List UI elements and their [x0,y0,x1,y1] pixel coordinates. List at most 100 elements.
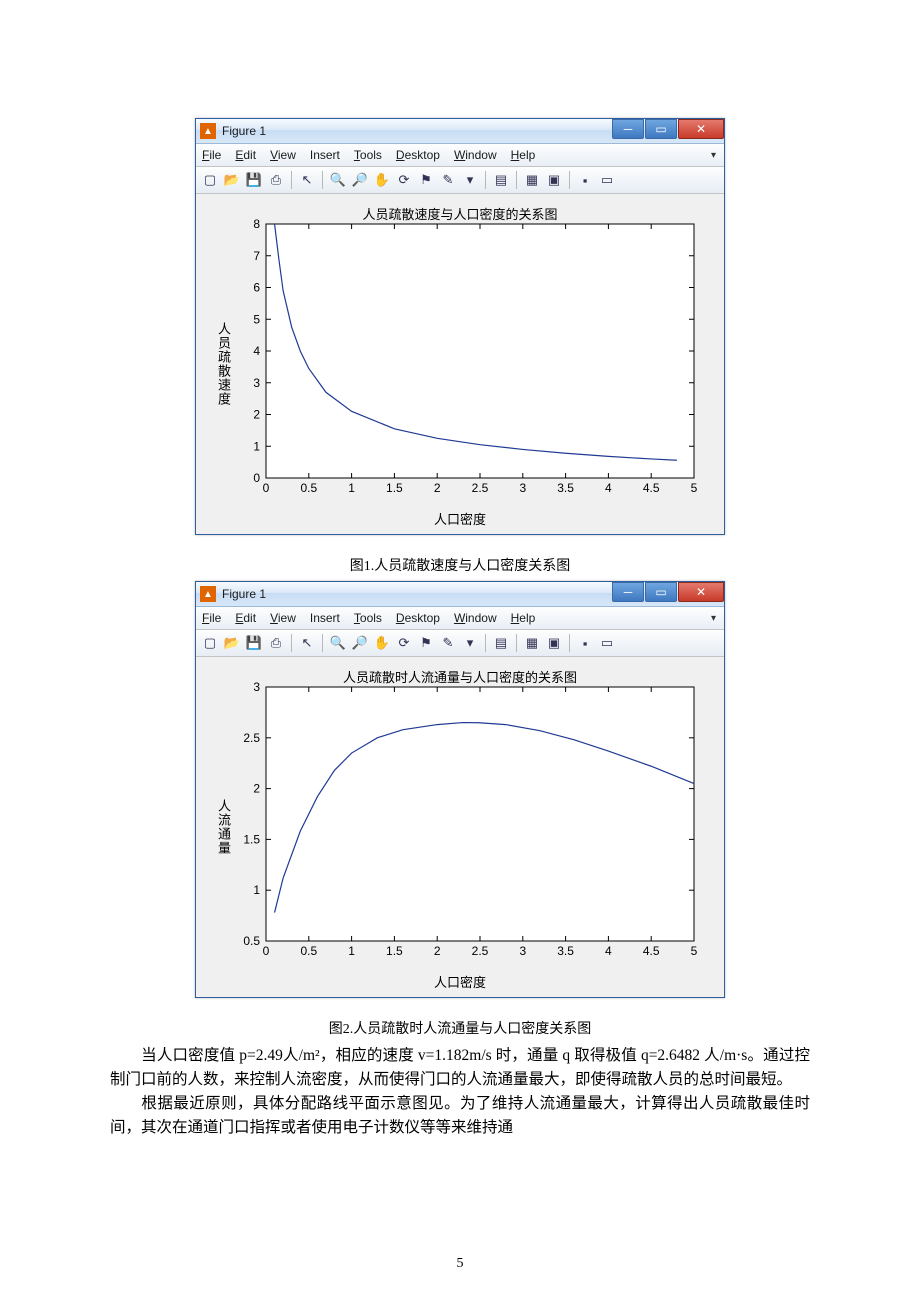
menu-tools[interactable]: Tools [354,611,382,625]
menu-edit[interactable]: Edit [235,611,256,625]
zoom-in-icon[interactable]: 🔍 [328,170,348,190]
rotate-icon[interactable]: ⟳ [394,633,414,653]
menu-edit[interactable]: Edit [235,148,256,162]
svg-text:1: 1 [253,883,260,897]
data-cursor-icon[interactable]: ⚑ [416,170,436,190]
menu-view[interactable]: View [270,611,296,625]
chart-axes: 00.511.522.533.544.550.511.522.53 [208,667,712,973]
titlebar: ▲ Figure 1 ─ ▭ ✕ [196,119,724,144]
toolbar-separator [485,171,486,189]
toolbar-separator [516,171,517,189]
zoom-out-icon[interactable]: 🔎 [350,633,370,653]
colorbar-icon[interactable]: ▤ [491,633,511,653]
chart-title: 人员疏散时人流通量与人口密度的关系图 [208,667,712,686]
menu-help[interactable]: Help [511,148,536,162]
insert-legend-icon[interactable]: ▦ [522,633,542,653]
figure-caption-1: 图1.人员疏散速度与人口密度关系图 [350,555,571,575]
save-icon[interactable]: 💾 [244,633,264,653]
menu-insert[interactable]: Insert [310,611,340,625]
rotate-icon[interactable]: ⟳ [394,170,414,190]
svg-text:2: 2 [434,944,441,958]
svg-text:0: 0 [263,944,270,958]
menu-file[interactable]: File [202,148,221,162]
hide-plot-icon[interactable]: ▪ [575,633,595,653]
maximize-button[interactable]: ▭ [645,582,677,602]
close-button[interactable]: ✕ [678,119,724,139]
body-text: 根据最近原则，具体分配路线平面示意图见。为了维持人流通量最大，计算得出人员疏散最… [110,1095,810,1136]
toolbar-separator [322,634,323,652]
open-icon[interactable]: 📂 [222,170,242,190]
menu-chevron-icon[interactable]: ▾ [711,150,718,161]
open-icon[interactable]: 📂 [222,633,242,653]
svg-text:1.5: 1.5 [243,832,260,846]
insert-axes-icon[interactable]: ▣ [544,170,564,190]
menu-file[interactable]: File [202,611,221,625]
menu-help[interactable]: Help [511,611,536,625]
svg-text:4: 4 [605,481,612,495]
menu-insert[interactable]: Insert [310,148,340,162]
svg-text:4.5: 4.5 [643,481,660,495]
plot-area: 人员疏散时人流通量与人口密度的关系图 人流通量 00.511.522.533.5… [196,657,724,997]
cursor-icon[interactable]: ↖ [297,170,317,190]
brush-icon[interactable]: ✎ [438,633,458,653]
svg-text:3: 3 [519,481,526,495]
menu-tools[interactable]: Tools [354,148,382,162]
toolbar-separator [291,171,292,189]
svg-text:1: 1 [348,481,355,495]
menu-view[interactable]: View [270,148,296,162]
body-paragraph-1: 当人口密度值 p=2.49人/m²，相应的速度 v=1.182m/s 时，通量 … [110,1044,810,1092]
svg-text:2.5: 2.5 [472,944,489,958]
save-icon[interactable]: 💾 [244,170,264,190]
pan-icon[interactable]: ✋ [372,633,392,653]
minimize-button[interactable]: ─ [612,119,644,139]
page-number: 5 [0,1256,920,1272]
dock-icon[interactable]: ▭ [597,170,617,190]
svg-text:0: 0 [263,481,270,495]
y-axis-label: 人员疏散速度 [214,322,233,406]
close-button[interactable]: ✕ [678,582,724,602]
svg-text:4: 4 [253,344,260,358]
svg-text:2.5: 2.5 [472,481,489,495]
menu-window[interactable]: Window [454,611,497,625]
menu-desktop[interactable]: Desktop [396,148,440,162]
y-axis-label: 人流通量 [214,799,233,855]
colorbar-icon[interactable]: ▤ [491,170,511,190]
minimize-button[interactable]: ─ [612,582,644,602]
menu-chevron-icon[interactable]: ▾ [711,613,718,624]
svg-text:1.5: 1.5 [386,944,403,958]
svg-text:2.5: 2.5 [243,731,260,745]
print-icon[interactable]: ⎙ [266,170,286,190]
svg-text:0.5: 0.5 [243,934,260,948]
cursor-icon[interactable]: ↖ [297,633,317,653]
new-icon[interactable]: ▢ [200,170,220,190]
svg-text:7: 7 [253,249,260,263]
toolbar-separator [569,634,570,652]
zoom-in-icon[interactable]: 🔍 [328,633,348,653]
toolbar: ▢📂💾⎙ ↖ 🔍🔎✋⟳⚑✎▾ ▤ ▦▣ ▪▭ [196,167,724,194]
svg-text:2: 2 [253,782,260,796]
matlab-figure-window-1: ▲ Figure 1 ─ ▭ ✕ File Edit View Insert Tools… [195,118,725,535]
chart-title: 人员疏散速度与人口密度的关系图 [208,204,712,223]
zoom-out-icon[interactable]: 🔎 [350,170,370,190]
maximize-button[interactable]: ▭ [645,119,677,139]
toolbar-separator [322,171,323,189]
link-icon[interactable]: ▾ [460,170,480,190]
data-cursor-icon[interactable]: ⚑ [416,633,436,653]
svg-text:3: 3 [253,376,260,390]
link-icon[interactable]: ▾ [460,633,480,653]
dock-icon[interactable]: ▭ [597,633,617,653]
insert-axes-icon[interactable]: ▣ [544,633,564,653]
menu-desktop[interactable]: Desktop [396,611,440,625]
menubar: File Edit View Insert Tools Desktop Window Help… [196,144,724,167]
svg-text:3.5: 3.5 [557,944,574,958]
new-icon[interactable]: ▢ [200,633,220,653]
pan-icon[interactable]: ✋ [372,170,392,190]
insert-legend-icon[interactable]: ▦ [522,170,542,190]
print-icon[interactable]: ⎙ [266,633,286,653]
brush-icon[interactable]: ✎ [438,170,458,190]
menubar: File Edit View Insert Tools Desktop Window Help… [196,607,724,630]
menu-window[interactable]: Window [454,148,497,162]
body-paragraph-2: 根据最近原则，具体分配路线平面示意图见。为了维持人流通量最大，计算得出人员疏散最… [110,1092,810,1140]
svg-text:2: 2 [434,481,441,495]
hide-plot-icon[interactable]: ▪ [575,170,595,190]
